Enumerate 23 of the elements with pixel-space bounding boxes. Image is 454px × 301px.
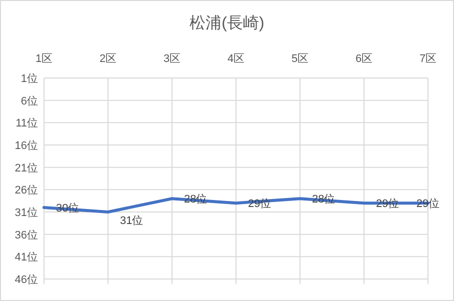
y-tick-label: 11位	[16, 118, 38, 130]
x-tick-label: 6区	[355, 53, 373, 65]
data-label: 30位	[56, 202, 80, 215]
data-label: 31位	[120, 215, 144, 227]
data-label: 29位	[376, 198, 400, 210]
y-tick-label: 26位	[14, 184, 38, 197]
data-label: 28位	[184, 194, 208, 206]
y-tick-label: 41位	[14, 252, 38, 264]
x-tick-label: 7区	[419, 53, 437, 65]
x-tick-label: 4区	[227, 53, 245, 65]
y-tick-label: 16位	[14, 140, 38, 152]
data-label: 28位	[312, 194, 336, 206]
y-tick-label: 31位	[14, 207, 38, 219]
y-tick-label: 1位	[20, 73, 38, 85]
x-tick-label: 5区	[291, 53, 309, 65]
y-tick-label: 46位	[14, 274, 38, 286]
y-tick-label: 6位	[20, 95, 38, 108]
x-tick-label: 2区	[99, 53, 117, 65]
x-tick-label: 1区	[35, 53, 53, 65]
chart-title: 松浦(長崎)	[190, 14, 264, 32]
x-tick-label: 3区	[163, 53, 181, 65]
y-tick-label: 36位	[14, 229, 38, 242]
y-tick-label: 21位	[14, 162, 38, 174]
